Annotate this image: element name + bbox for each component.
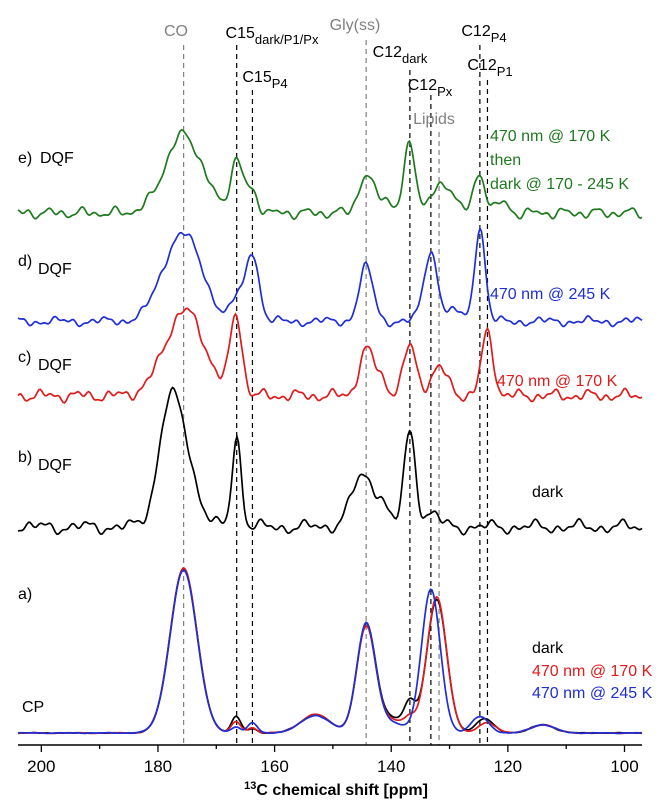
spectrum-c (17, 307, 643, 404)
reference-label: Gly(ss) (330, 17, 381, 34)
x-axis-label: 13C chemical shift [ppm] (244, 780, 428, 799)
reference-labels: CO C15dark/P1/Px C15P4 Gly(ss) C12dark C12Px L… (164, 17, 513, 128)
panel-method: DQF (38, 261, 72, 278)
panel-condition: 470 nm @ 170 K (497, 373, 618, 390)
reference-label: C12P4 (461, 23, 506, 45)
reference-label: C12P1 (467, 57, 512, 79)
panel-condition: 470 nm @ 170 K (532, 663, 653, 680)
reference-label: C15dark/P1/Px (226, 25, 319, 47)
panel-label: e) (18, 150, 32, 167)
panel-label: b) (18, 449, 32, 466)
panel-label: d) (18, 253, 32, 270)
reference-label: C12dark (373, 44, 428, 66)
panel-label: a) (18, 586, 32, 603)
panel-condition: 470 nm @ 245 K (532, 685, 653, 702)
panel-condition: 470 nm @ 170 K (490, 128, 611, 145)
reference-label: C12Px (408, 77, 453, 99)
panel-condition: then (490, 152, 521, 169)
panel-condition: dark (532, 484, 564, 501)
x-tick-label: 180 (144, 757, 172, 776)
reference-lines (183, 40, 489, 745)
panel-method: DQF (38, 457, 72, 474)
panel-labels: e) DQF 470 nm @ 170 K then dark @ 170 - 245 … (18, 128, 653, 716)
panel-method: DQF (40, 150, 74, 167)
x-tick-label: 140 (377, 757, 405, 776)
reference-label: CO (164, 23, 188, 40)
spectrum-a (17, 569, 643, 735)
x-tick-label: 160 (260, 757, 288, 776)
panel-method: DQF (38, 357, 72, 374)
x-tick-label: 120 (494, 757, 522, 776)
reference-label: Lipids (413, 111, 455, 128)
panel-condition: dark (532, 640, 564, 657)
panel-label: c) (18, 349, 31, 366)
panel-method: CP (22, 699, 44, 716)
spectrum-b (17, 386, 643, 536)
panel-condition: 470 nm @ 245 K (490, 286, 611, 303)
spectrum-d (17, 226, 643, 328)
x-tick-label: 200 (27, 757, 55, 776)
x-tick-label: 100 (610, 757, 638, 776)
spectrum-e (17, 128, 643, 221)
panel-condition: dark @ 170 - 245 K (490, 176, 629, 193)
reference-label: C15P4 (242, 69, 287, 91)
x-axis: 200 180 160 140 120 100 (18, 744, 642, 776)
spectra (17, 128, 643, 735)
